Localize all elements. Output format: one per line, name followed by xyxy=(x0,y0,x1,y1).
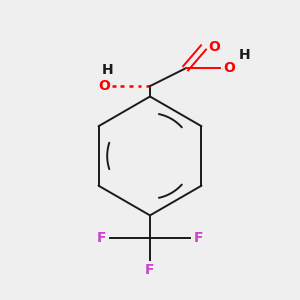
Text: O: O xyxy=(208,40,220,55)
Text: O: O xyxy=(224,61,235,75)
Text: F: F xyxy=(97,231,106,245)
Text: F: F xyxy=(194,231,203,245)
Text: H: H xyxy=(102,63,114,77)
Text: F: F xyxy=(145,263,155,277)
Text: O: O xyxy=(98,79,110,93)
Text: H: H xyxy=(239,48,251,62)
